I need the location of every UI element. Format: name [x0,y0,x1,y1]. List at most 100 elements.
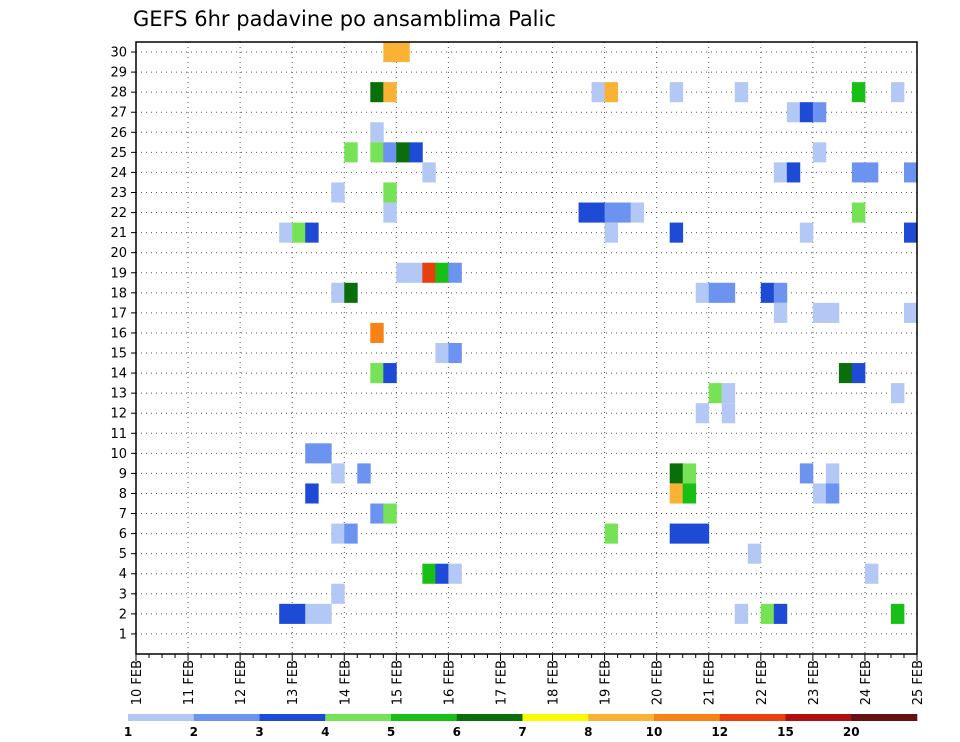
y-tick-label: 13 [110,387,127,402]
heatmap-cell [578,202,592,223]
x-tick-label: 25 FEB [911,660,926,705]
y-tick-label: 24 [110,166,127,181]
x-tick-label: 23 FEB [807,660,822,705]
heatmap-cell [721,403,736,424]
color-scale-label: 6 [453,725,461,739]
y-tick-label: 15 [110,347,127,362]
x-tick-label: 12 FEB [234,660,249,705]
heatmap-cell [799,102,814,123]
x-tick-label: 21 FEB [703,660,718,705]
chart-title: GEFS 6hr padavine po ansamblima Palic [133,7,556,31]
heatmap-cell [591,82,605,103]
heatmap-cell [370,142,384,163]
heatmap-cell [305,483,319,504]
heatmap-cell [903,302,918,323]
x-tick-label: 13 FEB [286,660,301,705]
heatmap-cell [695,403,710,424]
y-tick-label: 9 [119,467,127,482]
x-tick-label: 24 FEB [859,660,874,705]
heatmap-cell [760,603,775,624]
heatmap-cell [318,603,332,624]
heatmap-cell [812,483,827,504]
heatmap-cell [812,102,827,123]
heatmap-cell [409,142,423,163]
grid-lines [136,42,917,654]
heatmap-cell [344,142,358,163]
x-tick-label: 22 FEB [755,660,770,705]
heatmap-cell [292,603,306,624]
heatmap-cell [708,383,723,404]
heatmap-cell [890,383,905,404]
y-tick-label: 19 [110,266,127,281]
color-scale-segment [391,714,458,721]
heatmap-cell [708,282,723,303]
heatmap-cell [825,302,840,323]
heatmap-cell [903,222,918,243]
heatmap-cell [370,322,384,343]
color-scale-segment [719,714,786,721]
heatmap-cell [669,523,684,544]
heatmap-cell [682,483,697,504]
y-tick-label: 17 [110,306,127,321]
heatmap-cell [370,82,384,103]
heatmap-cell [422,162,436,183]
plot-frame [135,41,918,655]
color-scale-label: 7 [518,725,526,739]
y-tick-label: 28 [110,86,127,101]
x-tick-label: 15 FEB [390,660,405,705]
heatmap-cell [279,222,293,243]
heatmap-cell [318,443,332,464]
heatmap-cell [786,162,801,183]
heatmap-cell [409,262,423,283]
y-tick-label: 1 [119,627,127,642]
heatmap-cell [305,443,319,464]
y-axis: 1234567891011121314151617181920212223242… [110,46,136,642]
color-scale-segment [654,714,721,721]
heatmap-cell [682,463,697,484]
color-scale-label: 2 [190,725,198,739]
heatmap-cell [851,82,866,103]
heatmap-cell [448,262,462,283]
y-tick-label: 23 [110,186,127,201]
y-tick-label: 12 [110,407,127,422]
heatmap-cell [773,162,788,183]
heatmap-cell [799,222,814,243]
heatmap-cell [305,603,319,624]
x-tick-label: 16 FEB [442,660,457,705]
heatmap-cell [448,342,462,364]
y-tick-label: 25 [110,146,127,161]
heatmap-cell [344,282,358,303]
color-scale-segment [851,714,918,721]
heatmap-cell [305,222,319,243]
heatmap-cell [331,463,345,484]
y-tick-label: 26 [110,126,127,141]
y-tick-label: 7 [119,507,127,522]
color-scale: 1 2 3 4 5 6 7 8 10 12 15 20 [124,714,918,739]
color-scale-segment [128,714,195,721]
heatmap-cell [383,503,397,524]
heatmap-cell [604,82,619,103]
y-tick-label: 6 [119,527,127,542]
color-scale-label: 5 [387,725,395,739]
heatmap-cell [591,202,605,223]
x-tick-label: 19 FEB [599,660,614,705]
heatmap-cell [396,142,410,163]
heatmap-cell [812,302,827,323]
color-scale-segment [588,714,655,721]
x-tick-label: 14 FEB [338,660,353,705]
heatmap-cell [396,262,410,283]
heatmap-cell [604,222,619,243]
color-scale-segment [325,714,392,721]
heatmap-cell [617,202,632,223]
x-tick-label: 20 FEB [651,660,666,705]
color-scale-label: 12 [711,725,728,739]
heatmap-cell [825,463,840,484]
y-tick-label: 5 [119,547,127,562]
heatmap-cell [435,563,449,584]
heatmap-cell [695,282,710,303]
heatmap-cell [331,182,345,203]
y-tick-label: 11 [110,427,127,442]
heatmap-cell [773,603,788,624]
heatmap-cell [773,302,788,323]
heatmap-cell [383,142,397,163]
